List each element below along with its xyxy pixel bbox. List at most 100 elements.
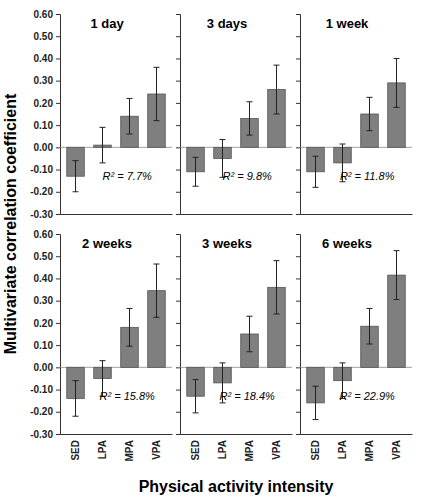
error-stem [396,251,397,300]
error-cap [246,101,252,102]
panel-title: 6 weeks [322,236,372,251]
error-cap [193,186,199,187]
y-tick-mark [56,412,60,413]
y-tick [296,36,300,37]
y-tick: -0.30 [30,429,60,440]
error-cap [73,160,79,161]
y-tick-mark [296,58,300,59]
error-cap [220,139,226,140]
y-tick: 0.10 [34,340,60,351]
y-tick: 0.30 [34,75,60,86]
annotation: R² = 11.8% [340,170,395,182]
x-tick: SED [190,440,201,461]
y-tick-mark [176,58,180,59]
error-stem [396,58,397,107]
y-tick [296,103,300,104]
x-axis-line [61,214,173,215]
x-tick-label: VPA [151,440,162,460]
error-bar [193,380,199,413]
y-tick [296,125,300,126]
error-cap [393,58,399,59]
panel: SEDLPAMPAVPA6 weeksR² = 22.9% [296,235,413,462]
error-cap [273,114,279,115]
y-tick-mark [56,256,60,257]
y-tick [176,125,180,126]
x-tick-label: LPA [337,440,348,459]
y-tick-mark [56,103,60,104]
y-tick-mark [176,278,180,279]
error-bar [126,308,132,346]
error-cap [153,67,159,68]
marks [67,67,166,191]
figure: Multivariate correlation coefficientPhys… [0,0,424,500]
y-tick-mark [176,170,180,171]
y-tick: -0.20 [30,186,60,197]
error-stem [195,380,196,413]
y-tick-mark [56,323,60,324]
y-tick: 0.20 [34,98,60,109]
y-tick-mark [56,170,60,171]
marks [307,58,406,187]
y-tick: 0.50 [34,31,60,42]
error-cap [273,260,279,261]
y-tick: 0.60 [34,9,60,20]
error-cap [126,308,132,309]
y-tick [176,14,180,15]
y-tick: -0.20 [30,406,60,417]
y-tick-mark [296,14,300,15]
y-tick-label: 0.30 [34,75,54,86]
error-cap [340,362,346,363]
error-stem [156,67,157,120]
y-tick-mark [296,125,300,126]
x-tick-label: SED [70,440,81,461]
x-tick: LPA [337,440,348,459]
y-axis: -0.30-0.20-0.100.000.100.200.300.400.500… [30,9,60,220]
error-stem [369,308,370,344]
x-tick: LPA [217,440,228,459]
error-cap [313,187,319,188]
error-stem [75,161,76,192]
y-tick [176,412,180,413]
y-tick-mark [176,434,180,435]
y-tick-mark [176,256,180,257]
y-axis [176,235,181,435]
y-tick-label: 0.40 [34,53,54,64]
error-bar [313,386,319,419]
y-tick-label: -0.30 [30,429,53,440]
x-tick-label: MPA [124,440,135,461]
x-axis-line [301,214,413,215]
y-tick-mark [296,170,300,171]
y-tick: 0.00 [34,362,60,373]
y-tick-mark [176,125,180,126]
y-tick-mark [56,14,60,15]
panel: 3 daysR² = 9.8% [176,15,293,215]
y-tick-label: -0.30 [30,209,53,220]
y-tick [176,36,180,37]
error-stem [129,98,130,134]
y-tick-mark [176,323,180,324]
y-tick-mark [176,81,180,82]
y-tick-mark [176,301,180,302]
y-tick-mark [296,81,300,82]
x-tick: LPA [97,440,108,459]
y-tick-mark [296,214,300,215]
y-tick [176,103,180,104]
error-cap [273,65,279,66]
y-tick: 0.20 [34,318,60,329]
x-axis [181,214,293,215]
x-axis-line [181,214,293,215]
y-tick-mark [176,192,180,193]
error-cap [273,314,279,315]
x-axis [61,214,173,215]
y-axis [296,235,301,435]
marks [307,251,406,420]
y-tick-mark [56,345,60,346]
y-tick-label: 0.30 [34,295,54,306]
x-axis-line [301,434,413,435]
marks [187,65,286,186]
y-tick-mark [56,36,60,37]
y-tick [176,256,180,257]
y-tick [176,301,180,302]
y-tick [296,345,300,346]
y-axis [176,15,181,215]
